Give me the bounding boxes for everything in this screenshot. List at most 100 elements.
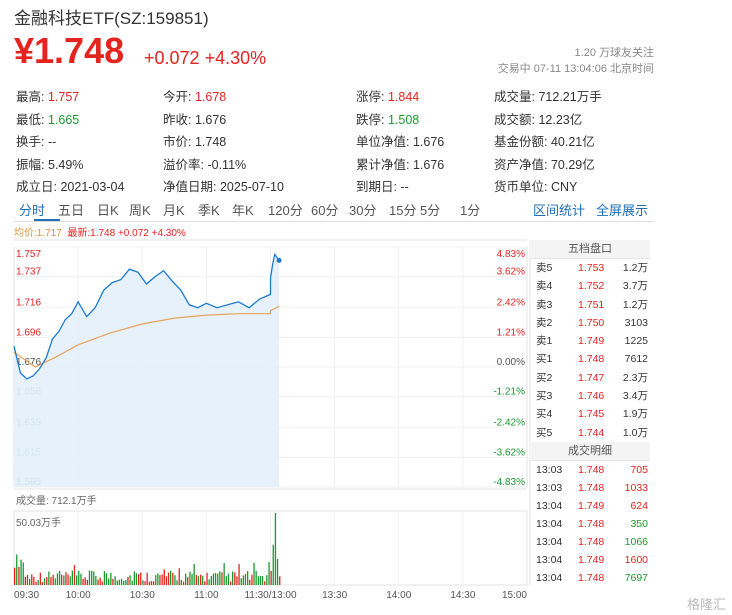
stat-cell: 累计净值: 1.676 — [356, 154, 444, 173]
volume-bar — [95, 576, 97, 585]
stat-value: 1.676 — [409, 135, 445, 149]
order-book-row: 买2 1.747 2.3万 — [530, 369, 650, 387]
tab-9[interactable]: 30分 — [349, 203, 377, 218]
order-book-row: 卖3 1.751 1.2万 — [530, 296, 650, 314]
order-price: 1.744 — [578, 426, 605, 439]
tab-link-0[interactable]: 区间统计 — [533, 203, 586, 218]
order-side: 卖3 — [536, 298, 553, 311]
volume-bar — [148, 581, 150, 585]
stat-label: 换手: — [16, 135, 45, 149]
volume-bar — [270, 571, 272, 585]
volume-bar — [131, 580, 133, 585]
tab-0[interactable]: 分时 — [19, 203, 46, 218]
volume-bar — [268, 562, 270, 585]
order-book: 五档盘口 卖5 1.753 1.2万 卖4 1.752 3.7万 卖3 1.751 1.2万 卖2 1… — [530, 240, 650, 587]
stat-cell: 换手: -- — [16, 131, 56, 150]
volume-bar — [138, 574, 140, 585]
y-tick-label: 1.716 — [16, 298, 41, 309]
trade-volume: 7697 — [624, 571, 648, 584]
volume-bar — [54, 578, 56, 585]
tab-7[interactable]: 120分 — [268, 203, 303, 218]
page-title: 金融科技ETF(SZ:159851) — [14, 9, 209, 28]
y-tick-label: 1.696 — [16, 327, 41, 338]
stat-label: 振幅: — [16, 157, 45, 172]
stat-value: -- — [396, 180, 409, 194]
trades-title: 成交明细 — [530, 441, 650, 461]
order-side: 买5 — [536, 426, 553, 439]
volume-bar — [20, 559, 22, 585]
volume-title: 成交量: 712.1万手 — [16, 496, 97, 507]
order-book-row: 买4 1.745 1.9万 — [530, 405, 650, 423]
volume-bar — [82, 578, 84, 585]
tab-8[interactable]: 60分 — [311, 203, 339, 218]
volume-bar — [165, 576, 168, 585]
volume-bar — [191, 573, 193, 585]
pct-tick-label: 1.21% — [497, 327, 525, 338]
order-book-row: 卖2 1.750 3103 — [530, 314, 650, 332]
tab-6[interactable]: 年K — [232, 203, 254, 218]
followers-count[interactable]: 1.20 万球友关注 — [574, 47, 654, 59]
volume-bar — [88, 570, 91, 585]
stat-value: 1.757 — [44, 90, 80, 104]
order-price: 1.749 — [578, 335, 605, 348]
tab-4[interactable]: 月K — [163, 203, 185, 218]
tab-3[interactable]: 周K — [129, 203, 151, 218]
volume-bar — [39, 572, 41, 585]
stat-cell: 货币单位: CNY — [494, 176, 577, 195]
trade-time: 13:04 — [536, 517, 563, 530]
x-tick-label: 14:30 — [450, 590, 475, 601]
tab-10[interactable]: 15分 — [389, 203, 417, 218]
volume-bar — [170, 570, 172, 585]
trade-volume: 1033 — [624, 481, 648, 494]
order-side: 卖5 — [536, 262, 553, 274]
pct-tick-label: 0.00% — [497, 357, 525, 368]
stat-label: 净值日期: — [163, 180, 217, 194]
volume-bar — [99, 577, 101, 585]
order-book-row: 买5 1.744 1.0万 — [530, 424, 650, 442]
volume-bar — [150, 581, 153, 585]
stats-row: 换手: -- 市价: 1.748 单位净值: 1.676 基金份额: 40.21亿 — [16, 128, 656, 151]
stats-row: 成立日: 2021-03-04 净值日期: 2025-07-10 到期日: -- 货币… — [16, 173, 656, 196]
order-book-row: 买3 1.746 3.4万 — [530, 387, 650, 405]
stat-label: 跌停: — [356, 112, 385, 127]
volume-bar — [240, 578, 242, 585]
trade-volume: 705 — [630, 463, 648, 476]
volume-bar — [127, 577, 129, 585]
volume-bar — [176, 580, 178, 585]
stat-label: 溢价率: — [163, 157, 204, 172]
volume-bar — [71, 570, 73, 585]
volume-bar — [103, 571, 106, 585]
order-volume: 3103 — [624, 316, 648, 329]
volume-bar — [24, 576, 26, 585]
stat-value: 5.49% — [44, 157, 84, 172]
stat-cell: 最低: 1.665 — [16, 109, 79, 128]
tab-5[interactable]: 季K — [198, 203, 220, 218]
active-tab-underline — [34, 219, 60, 221]
price-line — [13, 252, 280, 380]
y-tick-label: 1.757 — [16, 249, 41, 260]
tab-11[interactable]: 5分 — [420, 203, 441, 218]
order-price: 1.748 — [578, 353, 605, 366]
tab-12[interactable]: 1分 — [460, 203, 481, 218]
stat-value: 1.665 — [44, 112, 80, 127]
volume-bar — [238, 564, 240, 585]
tab-2[interactable]: 日K — [97, 203, 119, 218]
volume-bar — [31, 574, 33, 585]
x-tick-label: 13:30 — [322, 590, 347, 601]
volume-bar — [225, 576, 227, 585]
volume-bar — [35, 581, 37, 585]
tab-1[interactable]: 五日 — [58, 203, 85, 218]
order-side: 买1 — [536, 353, 553, 366]
volume-bar — [219, 571, 221, 585]
volume-bar — [212, 573, 215, 585]
trade-time: 13:04 — [536, 553, 563, 566]
period-tabs: 分时 五日 日K 周K 月K 季K 年K 120分 60分 30分 15分 5分 1分 区间统计 全屏展示 — [14, 197, 654, 222]
trade-time: 13:03 — [536, 463, 563, 476]
volume-bar — [116, 580, 118, 585]
tab-link-1[interactable]: 全屏展示 — [596, 203, 649, 218]
volume-bar — [208, 579, 210, 585]
volume-bar — [105, 573, 108, 585]
volume-bar — [249, 579, 251, 585]
order-price: 1.752 — [578, 280, 605, 293]
